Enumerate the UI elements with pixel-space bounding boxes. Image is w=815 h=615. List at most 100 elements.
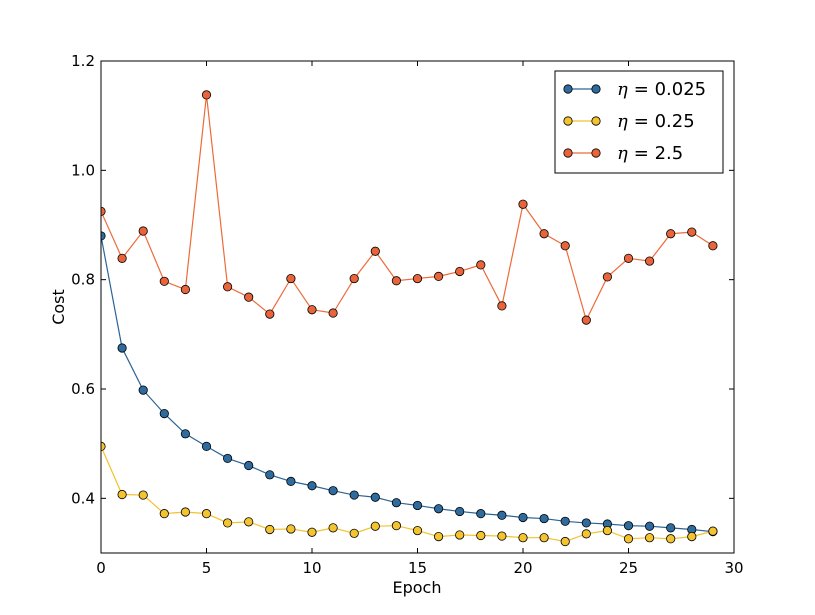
data-point xyxy=(666,523,676,533)
data-point xyxy=(201,509,212,519)
data-point xyxy=(476,530,486,541)
data-point xyxy=(539,533,549,543)
legend-swatch-marker xyxy=(591,116,601,126)
x-tick-label: 15 xyxy=(408,559,427,577)
data-point xyxy=(307,527,317,537)
x-tick-label: 10 xyxy=(302,559,321,577)
data-point xyxy=(370,492,380,502)
data-point xyxy=(244,460,254,471)
data-point xyxy=(265,309,275,319)
data-point xyxy=(687,531,697,542)
legend-label: η = 2.5 xyxy=(617,143,683,164)
data-point xyxy=(117,489,127,500)
data-point xyxy=(201,90,212,100)
data-point xyxy=(244,292,254,302)
legend-label: η = 0.025 xyxy=(617,79,706,100)
x-tick-label: 20 xyxy=(513,559,532,577)
data-point xyxy=(560,516,570,526)
legend: η = 0.025 η = 0.25 η = 2.5 xyxy=(554,70,724,174)
y-tick-label: 0.4 xyxy=(71,489,95,507)
legend-swatch-marker xyxy=(563,116,573,126)
legend-item: η = 0.025 xyxy=(563,79,706,100)
data-point xyxy=(602,272,613,282)
data-point xyxy=(708,526,718,536)
x-axis-title: Epoch xyxy=(393,578,442,597)
data-point xyxy=(666,229,676,239)
data-point xyxy=(518,533,528,543)
data-point xyxy=(180,507,190,517)
legend-symbol: η xyxy=(617,111,628,132)
x-tick-label: 0 xyxy=(96,559,106,577)
data-point xyxy=(602,525,613,536)
data-point xyxy=(644,256,655,266)
data-point xyxy=(180,284,190,295)
legend-swatch-marker xyxy=(563,148,573,158)
data-point xyxy=(159,408,169,419)
data-point xyxy=(476,509,486,519)
data-point xyxy=(328,523,338,533)
data-point xyxy=(223,453,233,464)
data-point xyxy=(244,517,254,527)
legend-value: = 2.5 xyxy=(634,143,683,164)
x-tick-label: 5 xyxy=(202,559,212,577)
data-point xyxy=(412,525,423,536)
data-point xyxy=(286,476,296,486)
data-point xyxy=(433,531,444,542)
data-point xyxy=(328,486,338,496)
data-point xyxy=(117,343,127,353)
data-point xyxy=(581,315,591,325)
data-point xyxy=(644,521,655,531)
data-point xyxy=(623,521,634,531)
x-tick-label: 30 xyxy=(724,559,743,577)
series-line xyxy=(101,94,714,322)
data-point xyxy=(455,506,465,517)
data-point xyxy=(307,481,317,491)
data-point xyxy=(223,282,233,292)
data-point xyxy=(623,253,634,263)
data-point xyxy=(201,441,212,451)
y-tick-label: 0.6 xyxy=(71,380,95,398)
data-point xyxy=(349,490,359,500)
x-tick-label: 25 xyxy=(619,559,638,577)
data-point xyxy=(117,253,127,263)
data-point xyxy=(328,308,338,318)
legend-swatch-marker xyxy=(591,84,601,94)
data-point xyxy=(539,229,549,239)
data-point xyxy=(138,385,148,395)
series-group xyxy=(101,90,718,325)
data-point xyxy=(138,226,148,236)
data-point xyxy=(687,227,697,237)
data-point xyxy=(370,521,380,531)
data-point xyxy=(286,524,296,534)
data-point xyxy=(476,260,486,270)
data-point xyxy=(265,524,275,535)
legend-symbol: η xyxy=(617,79,628,100)
data-point xyxy=(518,199,528,209)
data-point xyxy=(307,305,317,315)
data-point xyxy=(349,273,359,284)
data-point xyxy=(560,536,570,547)
y-axis: 0.4 0.6 0.8 1.0 1.2 xyxy=(71,52,734,507)
data-point xyxy=(539,513,549,524)
legend-symbol: η xyxy=(617,143,628,164)
legend-swatch-marker xyxy=(563,84,573,94)
data-point xyxy=(581,529,591,539)
data-point xyxy=(265,470,275,480)
data-point xyxy=(581,518,591,528)
data-point xyxy=(433,271,444,281)
legend-box xyxy=(554,70,724,174)
series-group xyxy=(101,441,718,547)
data-point xyxy=(518,512,528,523)
data-point xyxy=(391,521,401,531)
data-point xyxy=(286,273,296,284)
x-axis: 0 5 10 15 20 25 30 xyxy=(96,61,744,577)
legend-label: η = 0.25 xyxy=(617,111,695,132)
y-tick-label: 1.0 xyxy=(71,161,95,179)
data-point xyxy=(349,528,359,538)
y-axis-title: Cost xyxy=(49,289,68,325)
data-point xyxy=(644,533,655,543)
data-point xyxy=(497,531,507,541)
data-point xyxy=(666,534,676,544)
data-point xyxy=(623,534,634,544)
